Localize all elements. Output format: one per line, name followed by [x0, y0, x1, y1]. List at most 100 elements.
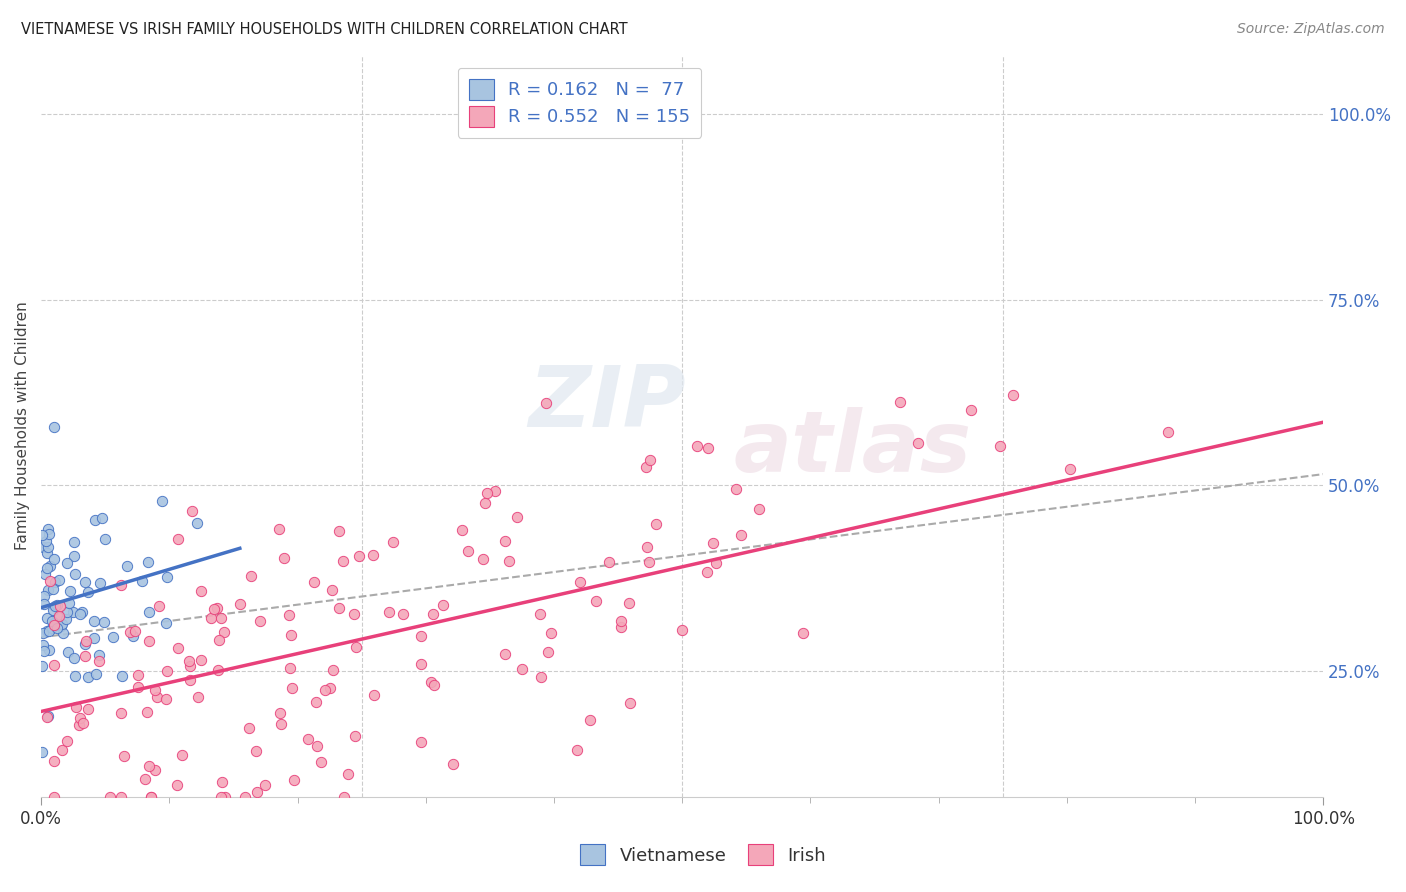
Point — [58, 583, 80, 598]
Point — [207, 633, 229, 648]
Point — [179, 658, 201, 673]
Point — [494, 534, 516, 549]
Point — [51, 743, 73, 757]
Point — [724, 483, 747, 497]
Point — [638, 555, 661, 569]
Point — [37, 540, 59, 554]
Point — [46, 598, 69, 612]
Point — [302, 575, 325, 590]
Point — [127, 668, 149, 682]
Point — [38, 527, 60, 541]
Text: atlas: atlas — [734, 407, 972, 490]
Point — [451, 523, 474, 537]
Point — [155, 692, 177, 706]
Legend: R = 0.162   N =  77, R = 0.552   N = 155: R = 0.162 N = 77, R = 0.552 N = 155 — [458, 68, 702, 137]
Point — [1157, 425, 1180, 439]
Point — [37, 583, 59, 598]
Point — [534, 396, 557, 410]
Point — [63, 549, 86, 563]
Point — [58, 596, 80, 610]
Point — [143, 683, 166, 698]
Point — [86, 667, 108, 681]
Point — [281, 681, 304, 695]
Point — [118, 625, 141, 640]
Point — [696, 565, 718, 579]
Point — [83, 631, 105, 645]
Point — [63, 535, 86, 549]
Point — [529, 607, 551, 621]
Point — [598, 555, 620, 569]
Point — [38, 574, 60, 588]
Point — [280, 661, 302, 675]
Point — [269, 706, 291, 720]
Point — [136, 555, 159, 569]
Point — [704, 556, 727, 570]
Point — [344, 640, 367, 654]
Point — [37, 611, 59, 625]
Point — [131, 574, 153, 589]
Point — [207, 663, 229, 677]
Point — [143, 763, 166, 777]
Point — [475, 486, 498, 500]
Point — [42, 582, 65, 596]
Point — [51, 617, 73, 632]
Point — [686, 439, 709, 453]
Point — [83, 614, 105, 628]
Point — [212, 625, 235, 640]
Point — [146, 690, 169, 704]
Point — [363, 688, 385, 702]
Point — [205, 601, 228, 615]
Point — [322, 663, 344, 677]
Point — [44, 599, 66, 614]
Point — [278, 607, 301, 622]
Point — [422, 607, 444, 622]
Point — [179, 673, 201, 687]
Point — [121, 629, 143, 643]
Point — [333, 789, 356, 804]
Point — [34, 597, 56, 611]
Point — [610, 615, 633, 629]
Point — [181, 504, 204, 518]
Text: Source: ZipAtlas.com: Source: ZipAtlas.com — [1237, 22, 1385, 37]
Point — [319, 681, 342, 695]
Point — [246, 785, 269, 799]
Point — [506, 509, 529, 524]
Point — [94, 533, 117, 547]
Point — [730, 528, 752, 542]
Point — [411, 735, 433, 749]
Point — [63, 566, 86, 581]
Point — [634, 459, 657, 474]
Point — [42, 658, 65, 673]
Point — [56, 734, 79, 748]
Point — [51, 619, 73, 633]
Point — [305, 695, 328, 709]
Point — [69, 711, 91, 725]
Point — [52, 625, 75, 640]
Point — [89, 576, 111, 591]
Point — [167, 640, 190, 655]
Point — [200, 610, 222, 624]
Point — [889, 395, 911, 409]
Point — [409, 629, 432, 643]
Point — [245, 744, 267, 758]
Point — [214, 789, 236, 804]
Point — [609, 620, 631, 634]
Point — [233, 789, 256, 804]
Point — [307, 739, 329, 754]
Point — [441, 756, 464, 771]
Point — [537, 645, 560, 659]
Point — [484, 484, 506, 499]
Point — [280, 628, 302, 642]
Point — [378, 606, 401, 620]
Point — [328, 524, 350, 539]
Point — [702, 536, 724, 550]
Point — [124, 624, 146, 639]
Legend: Vietnamese, Irish: Vietnamese, Irish — [572, 837, 834, 872]
Point — [37, 709, 59, 723]
Point — [98, 789, 121, 804]
Point — [110, 789, 132, 804]
Point — [111, 669, 134, 683]
Point — [112, 748, 135, 763]
Point — [48, 599, 70, 614]
Point — [134, 772, 156, 786]
